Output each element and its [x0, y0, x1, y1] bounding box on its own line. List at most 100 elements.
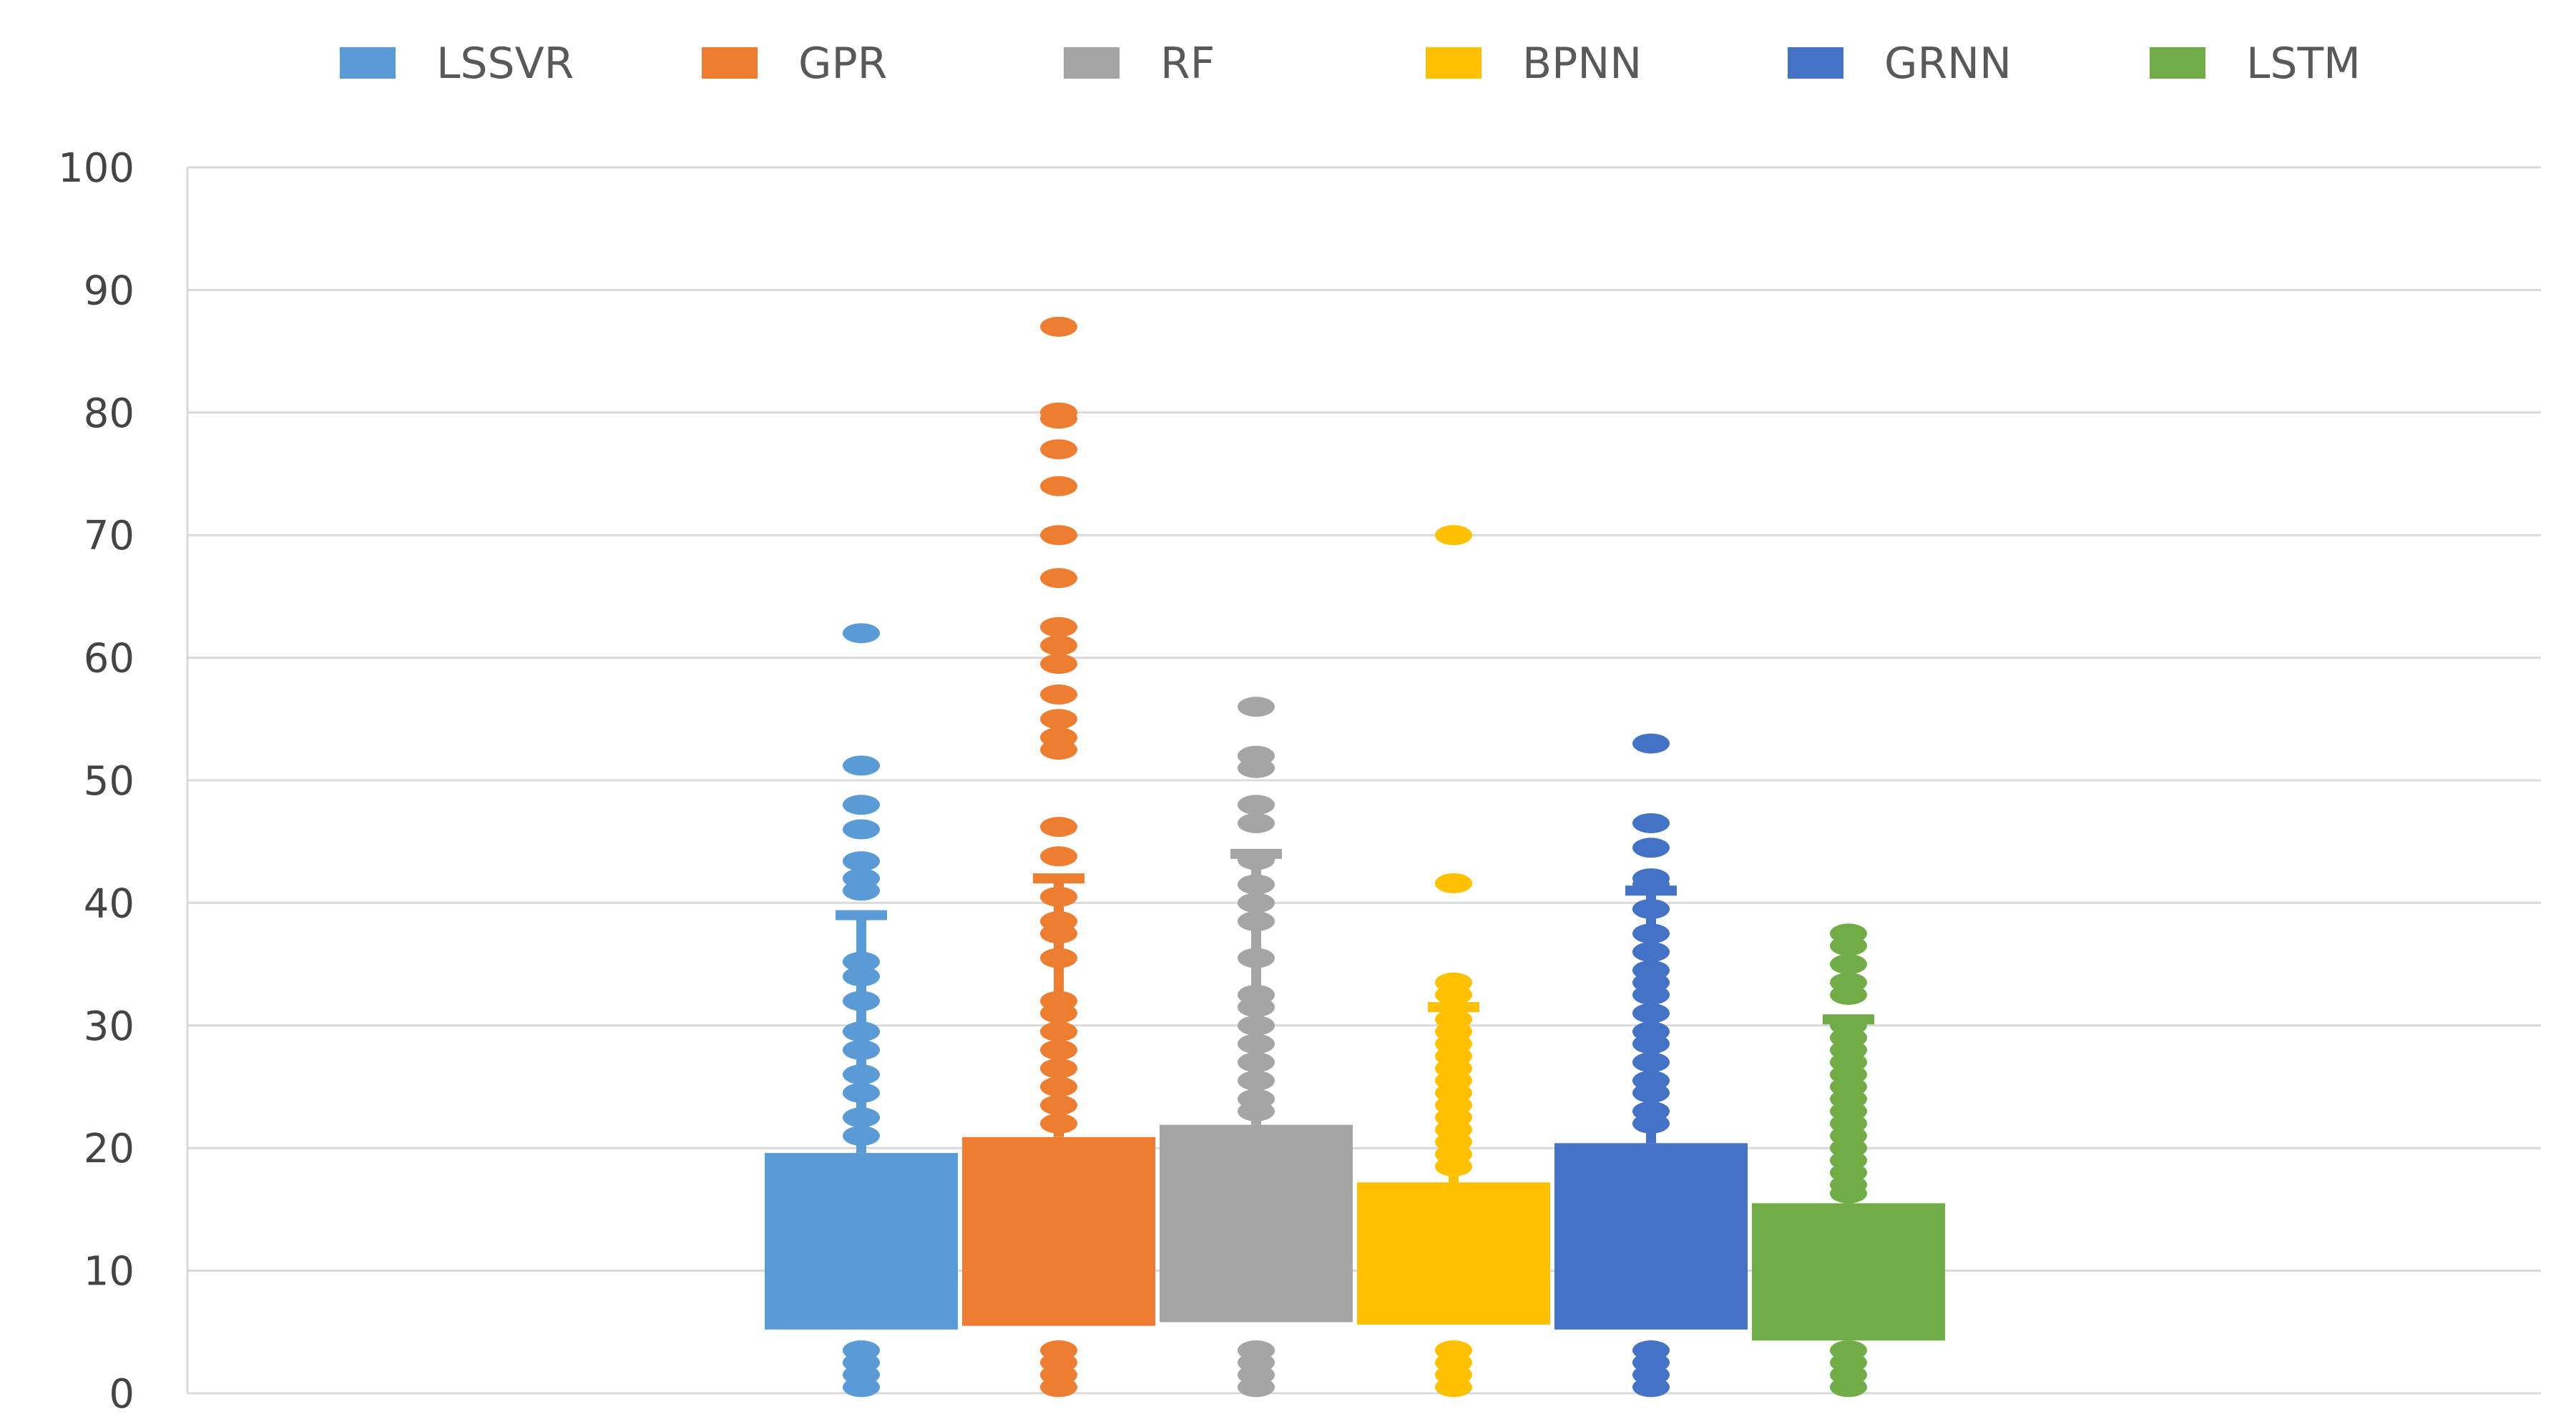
data-point-gpr-31 [1040, 1377, 1077, 1398]
box-group-grnn [1554, 733, 1748, 1398]
data-point-gpr-19 [1040, 948, 1077, 968]
y-tick-label-90: 90 [84, 267, 134, 314]
legend-label-rf: RF [1160, 39, 1215, 89]
data-point-lssvr-12 [843, 1064, 880, 1085]
data-point-bpnn-20 [1435, 1377, 1472, 1398]
data-point-gpr-24 [1040, 1058, 1077, 1079]
data-point-rf-5 [1238, 850, 1275, 870]
plot-area [765, 316, 1945, 1398]
data-point-rf-15 [1238, 1070, 1275, 1091]
data-point-grnn-18 [1632, 1113, 1670, 1134]
data-point-lstm-1 [1830, 936, 1867, 956]
data-point-lssvr-3 [843, 819, 880, 840]
data-point-gpr-18 [1040, 923, 1077, 944]
data-point-rf-8 [1238, 911, 1275, 932]
data-point-lssvr-19 [843, 1377, 880, 1398]
legend-label-lssvr: LSSVR [436, 39, 574, 89]
whisker-cap-gpr [1033, 873, 1084, 884]
data-point-gpr-9 [1040, 654, 1077, 674]
data-point-gpr-22 [1040, 1021, 1077, 1042]
legend-swatch-grnn [1788, 47, 1843, 79]
data-point-bpnn-0 [1435, 525, 1472, 546]
data-point-rf-6 [1238, 874, 1275, 895]
data-point-lssvr-4 [843, 851, 880, 872]
data-point-rf-11 [1238, 997, 1275, 1018]
data-point-rf-14 [1238, 1052, 1275, 1073]
data-point-gpr-26 [1040, 1095, 1077, 1116]
box-group-lstm [1752, 923, 1945, 1398]
legend-swatch-rf [1064, 47, 1120, 79]
data-point-gpr-7 [1040, 617, 1077, 637]
data-point-bpnn-1 [1435, 873, 1472, 893]
data-point-bpnn-3 [1435, 984, 1472, 1005]
data-point-grnn-16 [1632, 1083, 1670, 1104]
data-point-lstm-2 [1830, 954, 1867, 975]
box-group-bpnn [1357, 525, 1550, 1398]
data-point-lssvr-13 [843, 1083, 880, 1104]
whisker-cap-bpnn [1428, 1002, 1479, 1013]
data-point-rf-4 [1238, 812, 1275, 833]
data-point-lssvr-2 [843, 795, 880, 815]
data-point-gpr-13 [1040, 740, 1077, 760]
box-grnn [1554, 1143, 1748, 1330]
data-point-lstm-4 [1830, 984, 1867, 1005]
y-tick-label-10: 10 [84, 1249, 134, 1295]
legend-label-gpr: GPR [798, 39, 887, 89]
data-point-rf-7 [1238, 893, 1275, 913]
data-point-gpr-3 [1040, 439, 1077, 460]
y-tick-label-70: 70 [84, 513, 134, 559]
data-point-gpr-16 [1040, 886, 1077, 907]
box-gpr [962, 1136, 1155, 1326]
data-point-rf-13 [1238, 1033, 1275, 1054]
data-point-grnn-1 [1632, 812, 1670, 833]
data-point-gpr-10 [1040, 684, 1077, 705]
data-point-gpr-23 [1040, 1040, 1077, 1061]
box-group-gpr [962, 316, 1155, 1398]
data-point-grnn-2 [1632, 838, 1670, 858]
data-point-lssvr-15 [843, 1126, 880, 1147]
y-tick-label-20: 20 [84, 1126, 134, 1172]
data-point-grnn-7 [1632, 941, 1670, 962]
data-point-lstm-23 [1830, 1377, 1867, 1398]
data-point-gpr-2 [1040, 408, 1077, 429]
data-point-rf-12 [1238, 1015, 1275, 1036]
data-point-gpr-4 [1040, 476, 1077, 496]
data-point-lssvr-14 [843, 1107, 880, 1128]
data-point-grnn-10 [1632, 984, 1670, 1005]
y-axis: 0 10 20 30 40 50 60 70 80 90 100 [58, 145, 134, 1418]
data-point-rf-0 [1238, 697, 1275, 717]
data-point-gpr-11 [1040, 709, 1077, 730]
y-tick-label-50: 50 [84, 758, 134, 805]
box-rf [1160, 1124, 1353, 1322]
y-tick-label-0: 0 [109, 1371, 134, 1418]
box-group-lssvr [765, 623, 958, 1398]
data-point-grnn-6 [1632, 923, 1670, 944]
data-point-gpr-6 [1040, 568, 1077, 589]
data-point-lssvr-6 [843, 880, 880, 901]
legend-swatch-gpr [702, 47, 758, 79]
data-point-lstm-19 [1830, 1183, 1867, 1204]
data-point-bpnn-16 [1435, 1156, 1472, 1177]
data-point-lssvr-0 [843, 623, 880, 644]
data-point-rf-2 [1238, 757, 1275, 778]
legend-label-lstm: LSTM [2246, 39, 2361, 89]
legend: LSSVR GPR RF BPNN GRNN LSTM [340, 39, 2361, 89]
data-point-gpr-14 [1040, 817, 1077, 838]
data-point-gpr-15 [1040, 846, 1077, 867]
legend-label-bpnn: BPNN [1522, 39, 1642, 89]
data-point-grnn-0 [1632, 733, 1670, 754]
legend-swatch-bpnn [1426, 47, 1482, 79]
legend-swatch-lstm [2150, 47, 2205, 79]
data-point-gpr-5 [1040, 525, 1077, 546]
data-point-gpr-27 [1040, 1113, 1077, 1134]
data-point-grnn-22 [1632, 1377, 1670, 1398]
data-point-grnn-4 [1632, 874, 1670, 895]
data-point-rf-21 [1238, 1377, 1275, 1398]
y-tick-label-80: 80 [84, 391, 134, 437]
y-tick-label-100: 100 [58, 145, 134, 192]
data-point-grnn-11 [1632, 1003, 1670, 1023]
data-point-rf-3 [1238, 795, 1275, 815]
data-point-grnn-13 [1632, 1033, 1670, 1054]
legend-label-grnn: GRNN [1884, 39, 2012, 89]
